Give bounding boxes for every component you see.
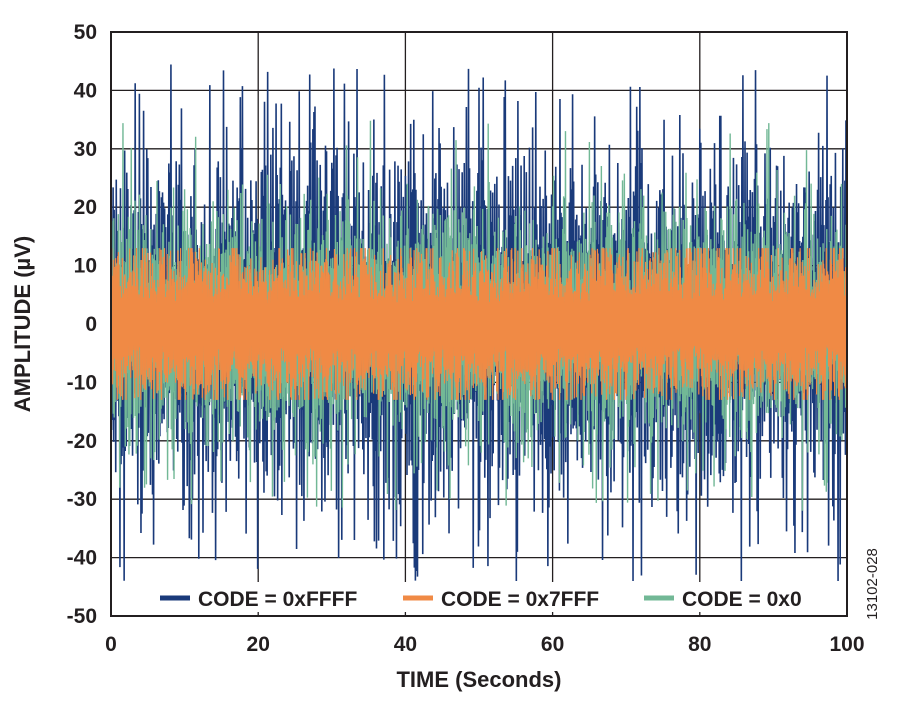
legend-label: CODE = 0x0 [682, 588, 802, 611]
y-tick-label: -30 [67, 488, 97, 511]
series-line-0x7fff [110, 248, 848, 400]
figure-code: 13102-028 [864, 548, 881, 620]
y-tick-label: 0 [85, 313, 97, 336]
y-tick-label: 50 [74, 21, 97, 44]
y-axis-label: AMPLITUDE (µV) [10, 236, 35, 412]
y-tick-label: -10 [67, 371, 97, 394]
y-tick-label: 10 [74, 255, 97, 278]
legend-label: CODE = 0x7FFF [441, 588, 599, 611]
x-tick-label: 80 [688, 633, 711, 656]
y-tick-label: -20 [67, 430, 97, 453]
y-tick-label: -40 [67, 547, 97, 570]
legend-label: CODE = 0xFFFF [198, 588, 357, 611]
series-layer [110, 64, 848, 581]
x-tick-label: 20 [247, 633, 270, 656]
y-tick-label: 30 [74, 138, 97, 161]
x-tick-label: 100 [829, 633, 864, 656]
x-tick-label: 40 [394, 633, 417, 656]
y-tick-label: -50 [67, 605, 97, 628]
x-tick-label: 60 [541, 633, 564, 656]
legend: CODE = 0xFFFF CODE = 0x7FFF CODE = 0x0 [152, 582, 836, 612]
y-tick-label: 40 [74, 79, 97, 102]
y-tick-label: 20 [74, 196, 97, 219]
x-tick-label: 0 [105, 633, 117, 656]
x-axis-label: TIME (Seconds) [396, 667, 561, 692]
plot-frame [110, 31, 848, 617]
